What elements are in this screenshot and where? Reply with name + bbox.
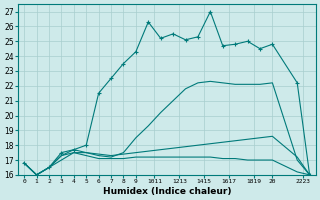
X-axis label: Humidex (Indice chaleur): Humidex (Indice chaleur) — [103, 187, 231, 196]
